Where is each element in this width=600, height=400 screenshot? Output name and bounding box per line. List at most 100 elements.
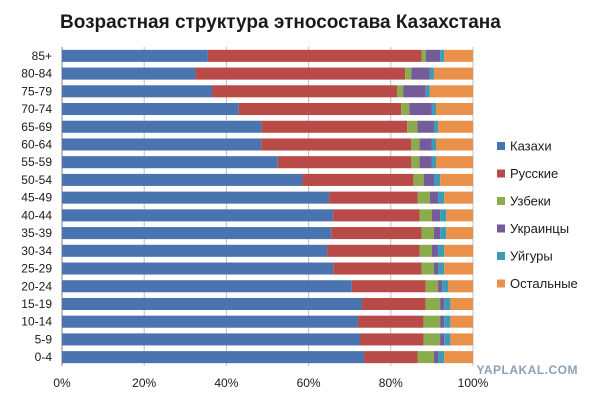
y-tick-label: 15-19 xyxy=(21,297,52,311)
y-tick-label: 55-59 xyxy=(21,155,52,169)
bar-segment xyxy=(62,333,360,346)
x-tick-label: 60% xyxy=(297,376,321,390)
bar-segment xyxy=(444,315,451,328)
bar-segment xyxy=(440,173,473,186)
bar-segment xyxy=(212,85,397,98)
bar-segment xyxy=(407,120,418,133)
y-tick-label: 5-9 xyxy=(35,332,53,346)
y-tick-label: 10-14 xyxy=(21,315,52,329)
bar-segment xyxy=(423,333,441,346)
bar-segment xyxy=(433,351,439,364)
bar-segment xyxy=(62,85,213,98)
legend-swatch xyxy=(497,197,505,205)
bar-segment xyxy=(421,227,434,240)
bar-segment xyxy=(62,191,330,204)
bar-segment xyxy=(440,49,445,62)
bar-segment xyxy=(327,244,420,257)
y-tick-label: 70-74 xyxy=(21,102,52,116)
legend-label: Казахи xyxy=(510,139,552,154)
bar-segment xyxy=(425,49,441,62)
bar-segment xyxy=(62,351,365,364)
bar-segment xyxy=(431,138,437,151)
bar-segment xyxy=(446,227,473,240)
x-tick-label: 40% xyxy=(214,376,238,390)
bar-segment xyxy=(261,138,412,151)
bar-segment xyxy=(425,280,439,293)
bar-segment xyxy=(62,138,262,151)
bar-segment xyxy=(444,191,473,204)
bar-segment xyxy=(421,262,434,275)
bar-segment xyxy=(333,209,420,222)
bar-segment xyxy=(425,85,430,98)
bar-segment xyxy=(411,67,430,80)
y-tick-label: 25-29 xyxy=(21,262,52,276)
bar-segment xyxy=(364,351,418,364)
bar-segment xyxy=(302,173,414,186)
gridlines xyxy=(61,47,474,366)
y-tick-label: 85+ xyxy=(32,49,52,63)
bar-segment xyxy=(438,120,473,133)
bar-segment xyxy=(351,280,426,293)
bar-segment xyxy=(444,49,473,62)
bar-segment xyxy=(409,103,432,116)
legend-label: Украинцы xyxy=(510,221,569,236)
y-tick-label: 50-54 xyxy=(21,173,52,187)
bar-segment xyxy=(403,85,426,98)
legend-swatch xyxy=(497,142,505,150)
bar-segment xyxy=(440,227,447,240)
y-tick-label: 40-44 xyxy=(21,208,52,222)
bar-segment xyxy=(62,156,278,169)
bar-segment xyxy=(238,103,402,116)
y-tick-label: 30-34 xyxy=(21,244,52,258)
bar-segment xyxy=(450,333,473,346)
bar-segment xyxy=(436,156,473,169)
bar-segment xyxy=(195,67,406,80)
bar-segment xyxy=(431,103,437,116)
bar-segment xyxy=(421,49,426,62)
bar-segment xyxy=(419,244,432,257)
bar-segment xyxy=(436,138,473,151)
bar-segment xyxy=(438,244,445,257)
bar-segment xyxy=(62,67,196,80)
y-tick-label: 20-24 xyxy=(21,279,52,293)
chart-title: Возрастная структура этносостава Казахст… xyxy=(60,12,501,33)
bar-segment xyxy=(405,67,412,80)
bar-segment xyxy=(429,67,434,80)
bar-segment xyxy=(62,103,239,116)
legend-label: Уйгуры xyxy=(510,249,553,264)
bar-segment xyxy=(62,227,332,240)
bar-segment xyxy=(440,315,445,328)
bar-segment xyxy=(62,209,334,222)
bar-segment xyxy=(423,173,434,186)
bar-segment xyxy=(419,138,432,151)
y-tick-label: 35-39 xyxy=(21,226,52,240)
y-tick-label: 75-79 xyxy=(21,84,52,98)
bar-segment xyxy=(419,156,432,169)
bar-segment xyxy=(440,209,447,222)
bar-segment xyxy=(62,173,303,186)
y-tick-label: 80-84 xyxy=(21,67,52,81)
legend-swatch xyxy=(497,252,505,260)
bar-segment xyxy=(417,191,430,204)
bars xyxy=(62,49,473,364)
bar-segment xyxy=(433,173,441,186)
bar-segment xyxy=(440,297,445,310)
watermark-text: YAPLAKAL.COM xyxy=(476,363,578,377)
bar-segment xyxy=(438,191,445,204)
bar-segment xyxy=(433,262,439,275)
bar-segment xyxy=(433,120,439,133)
bar-segment xyxy=(431,209,441,222)
y-tick-label: 0-4 xyxy=(35,350,53,364)
bar-segment xyxy=(331,227,422,240)
bar-segment xyxy=(417,120,434,133)
bar-segment xyxy=(429,85,473,98)
bar-segment xyxy=(277,156,412,169)
bar-segment xyxy=(431,156,437,169)
x-tick-label: 80% xyxy=(379,376,403,390)
bar-segment xyxy=(440,333,445,346)
x-tick-label: 100% xyxy=(458,376,489,390)
bar-segment xyxy=(333,262,422,275)
legend-swatch xyxy=(497,279,505,288)
x-tick-label: 20% xyxy=(132,376,156,390)
